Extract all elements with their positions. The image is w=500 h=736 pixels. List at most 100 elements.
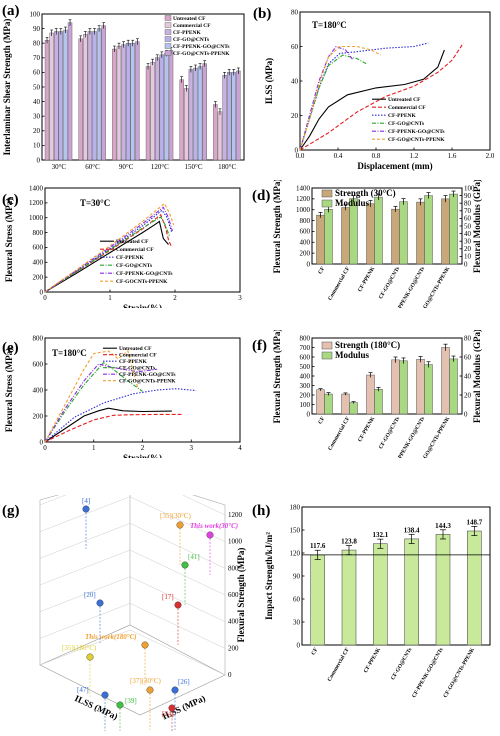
chart-c-svg: (c) 0 200 400 600 800 1000 1200 1400 0 1 2 3 Flexural… bbox=[2, 184, 242, 313]
y-tick-label: 1400 bbox=[29, 184, 44, 192]
legend-label: CF-PPENK-GO@CNTs bbox=[119, 372, 176, 378]
bar bbox=[435, 534, 451, 646]
y-axis-label: Flexural Stress (MPa) bbox=[4, 198, 14, 282]
x-axis-label: Displacement (mm) bbox=[357, 161, 432, 171]
bar bbox=[193, 67, 198, 161]
grid-line bbox=[129, 629, 226, 676]
y2-tick-label: 50 bbox=[464, 222, 472, 230]
point-label: [4] bbox=[82, 497, 90, 505]
y-tick-label: 400 bbox=[300, 239, 311, 247]
legend-label: CF-PPENK bbox=[116, 255, 145, 261]
y-tick-label: 70 bbox=[33, 54, 41, 62]
y2-tick-label: 60 bbox=[464, 215, 472, 223]
bar-modulus bbox=[324, 209, 333, 265]
point-label: [26] bbox=[178, 678, 190, 686]
bar bbox=[164, 53, 169, 161]
bar bbox=[197, 66, 203, 161]
point-label: [47] bbox=[77, 686, 89, 694]
y2-axis-label: Flexural Modulus (GPa) bbox=[472, 330, 482, 423]
panel-g: (g) 0 200 400 600 800 1000 1200 Flexural Strengt… bbox=[0, 469, 250, 736]
bar-modulus bbox=[349, 198, 358, 265]
bar bbox=[373, 543, 388, 646]
y2-tick-label: 80 bbox=[464, 200, 472, 208]
bar-strength bbox=[441, 347, 450, 415]
y-axis-label: Flexural Strength (MPa) bbox=[272, 180, 282, 273]
series-line bbox=[44, 216, 171, 293]
x-tick-label: 90°C bbox=[119, 163, 134, 171]
bar bbox=[135, 41, 140, 161]
bar bbox=[49, 32, 54, 161]
bar bbox=[83, 34, 88, 161]
legend-label: Commercial CF bbox=[173, 23, 211, 29]
panel-label: (b) bbox=[253, 6, 271, 22]
y-axis-label: Flexural Strength (MPa) bbox=[272, 330, 282, 423]
grid-line bbox=[39, 629, 131, 666]
bar-strength bbox=[416, 201, 425, 265]
y-tick-label: 20 bbox=[291, 112, 299, 120]
y-tick-label: 20 bbox=[33, 127, 41, 135]
legend-label: CF-GO@CNTs-PPENK bbox=[119, 379, 176, 385]
y-axis-label: Impact Strength/kJ/m² bbox=[264, 532, 274, 620]
y-tick-label: 400 bbox=[33, 259, 44, 267]
chart-a-svg: (a) 0 10 20 30 40 50 60 70 80 90 100 Interlaminar Sh… bbox=[2, 3, 245, 171]
y-tick-label: 800 bbox=[33, 334, 44, 342]
legend-label: CF-PPENK-GO@CNTs bbox=[388, 129, 445, 135]
x-tick-label: 1.6 bbox=[448, 152, 457, 160]
bar bbox=[159, 54, 165, 161]
chart-e-svg: (e) 0 200 400 600 800 0 1 2 3 4 Flexural Stress (MP… bbox=[2, 334, 242, 463]
panel-e: (e) 0 200 400 600 800 0 1 2 3 4 Flexural Stress (MP… bbox=[0, 330, 250, 463]
annotation: T=30°C bbox=[80, 198, 110, 208]
legend-label: Untreated CF bbox=[173, 16, 206, 22]
bar bbox=[87, 31, 93, 161]
bar bbox=[155, 57, 160, 161]
y2-tick-label: 10 bbox=[464, 253, 472, 261]
grid-line bbox=[39, 603, 131, 639]
x-tick-label: 1 bbox=[108, 294, 112, 302]
panel-label: (g) bbox=[2, 503, 20, 519]
x-tick-label: CF-PPENK bbox=[357, 415, 376, 443]
grid-line bbox=[39, 523, 131, 559]
legend-label: CF-GO@CNTs-PPENK bbox=[173, 51, 230, 57]
bar bbox=[63, 29, 68, 161]
point-label: [39] bbox=[125, 697, 137, 705]
y-tick-label: 1200 bbox=[296, 195, 311, 203]
legend-label: CF-GO@CNTs bbox=[119, 366, 155, 372]
data-point bbox=[96, 599, 104, 607]
z-tick-label: 400 bbox=[228, 618, 239, 626]
x-tick-label: Commercial CF bbox=[327, 265, 351, 301]
y-tick-label: 150 bbox=[290, 526, 301, 534]
bar bbox=[222, 75, 227, 161]
y-tick-label: 0 bbox=[37, 156, 41, 164]
y-tick-label: 800 bbox=[33, 229, 44, 237]
point-label: [35](180°C) bbox=[62, 644, 97, 652]
y-tick-label: 400 bbox=[300, 372, 311, 380]
y-tick-label: 700 bbox=[300, 344, 311, 352]
series-line bbox=[299, 45, 382, 151]
panel-d: (d) 0 200 400 600 800 1000 1200 1400 0 10 20 30 40 50 6… bbox=[250, 179, 500, 318]
legend-label: CF-GO@CNTs bbox=[388, 121, 424, 127]
bar bbox=[130, 43, 135, 161]
bar-strength bbox=[341, 207, 350, 265]
bar-modulus bbox=[424, 364, 433, 415]
y-tick-label: 80 bbox=[291, 8, 299, 16]
z-tick-label: 200 bbox=[228, 644, 239, 652]
legend-label: Untreated CF bbox=[116, 239, 149, 245]
point-label: [35](30°C) bbox=[160, 512, 191, 520]
series-line bbox=[299, 49, 445, 151]
series-line bbox=[44, 213, 173, 293]
z-tick-label: 1000 bbox=[228, 538, 243, 546]
series-line bbox=[44, 363, 158, 443]
legend-label: Strength (180°C) bbox=[335, 340, 400, 350]
x-tick-label: 0.8 bbox=[372, 152, 381, 160]
chart-f-svg: (f)0100200300400500600700800020406080Fle… bbox=[252, 329, 482, 468]
bar bbox=[67, 22, 73, 161]
legend-swatch bbox=[164, 43, 172, 49]
y-tick-label: 60 bbox=[33, 69, 41, 77]
bar-strength bbox=[366, 374, 375, 415]
y2-tick-label: 80 bbox=[464, 334, 472, 342]
x-tick-label: 3 bbox=[238, 294, 242, 302]
legend-swatch bbox=[321, 199, 333, 208]
bar bbox=[179, 79, 184, 161]
x-axis-label: ILSS (MPa) bbox=[73, 693, 119, 722]
x-tick-label: 0 bbox=[43, 294, 47, 302]
